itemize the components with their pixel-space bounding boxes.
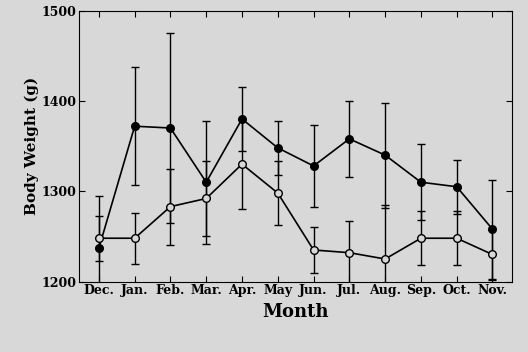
X-axis label: Month: Month — [262, 303, 329, 321]
Y-axis label: Body Weight (g): Body Weight (g) — [24, 77, 39, 215]
